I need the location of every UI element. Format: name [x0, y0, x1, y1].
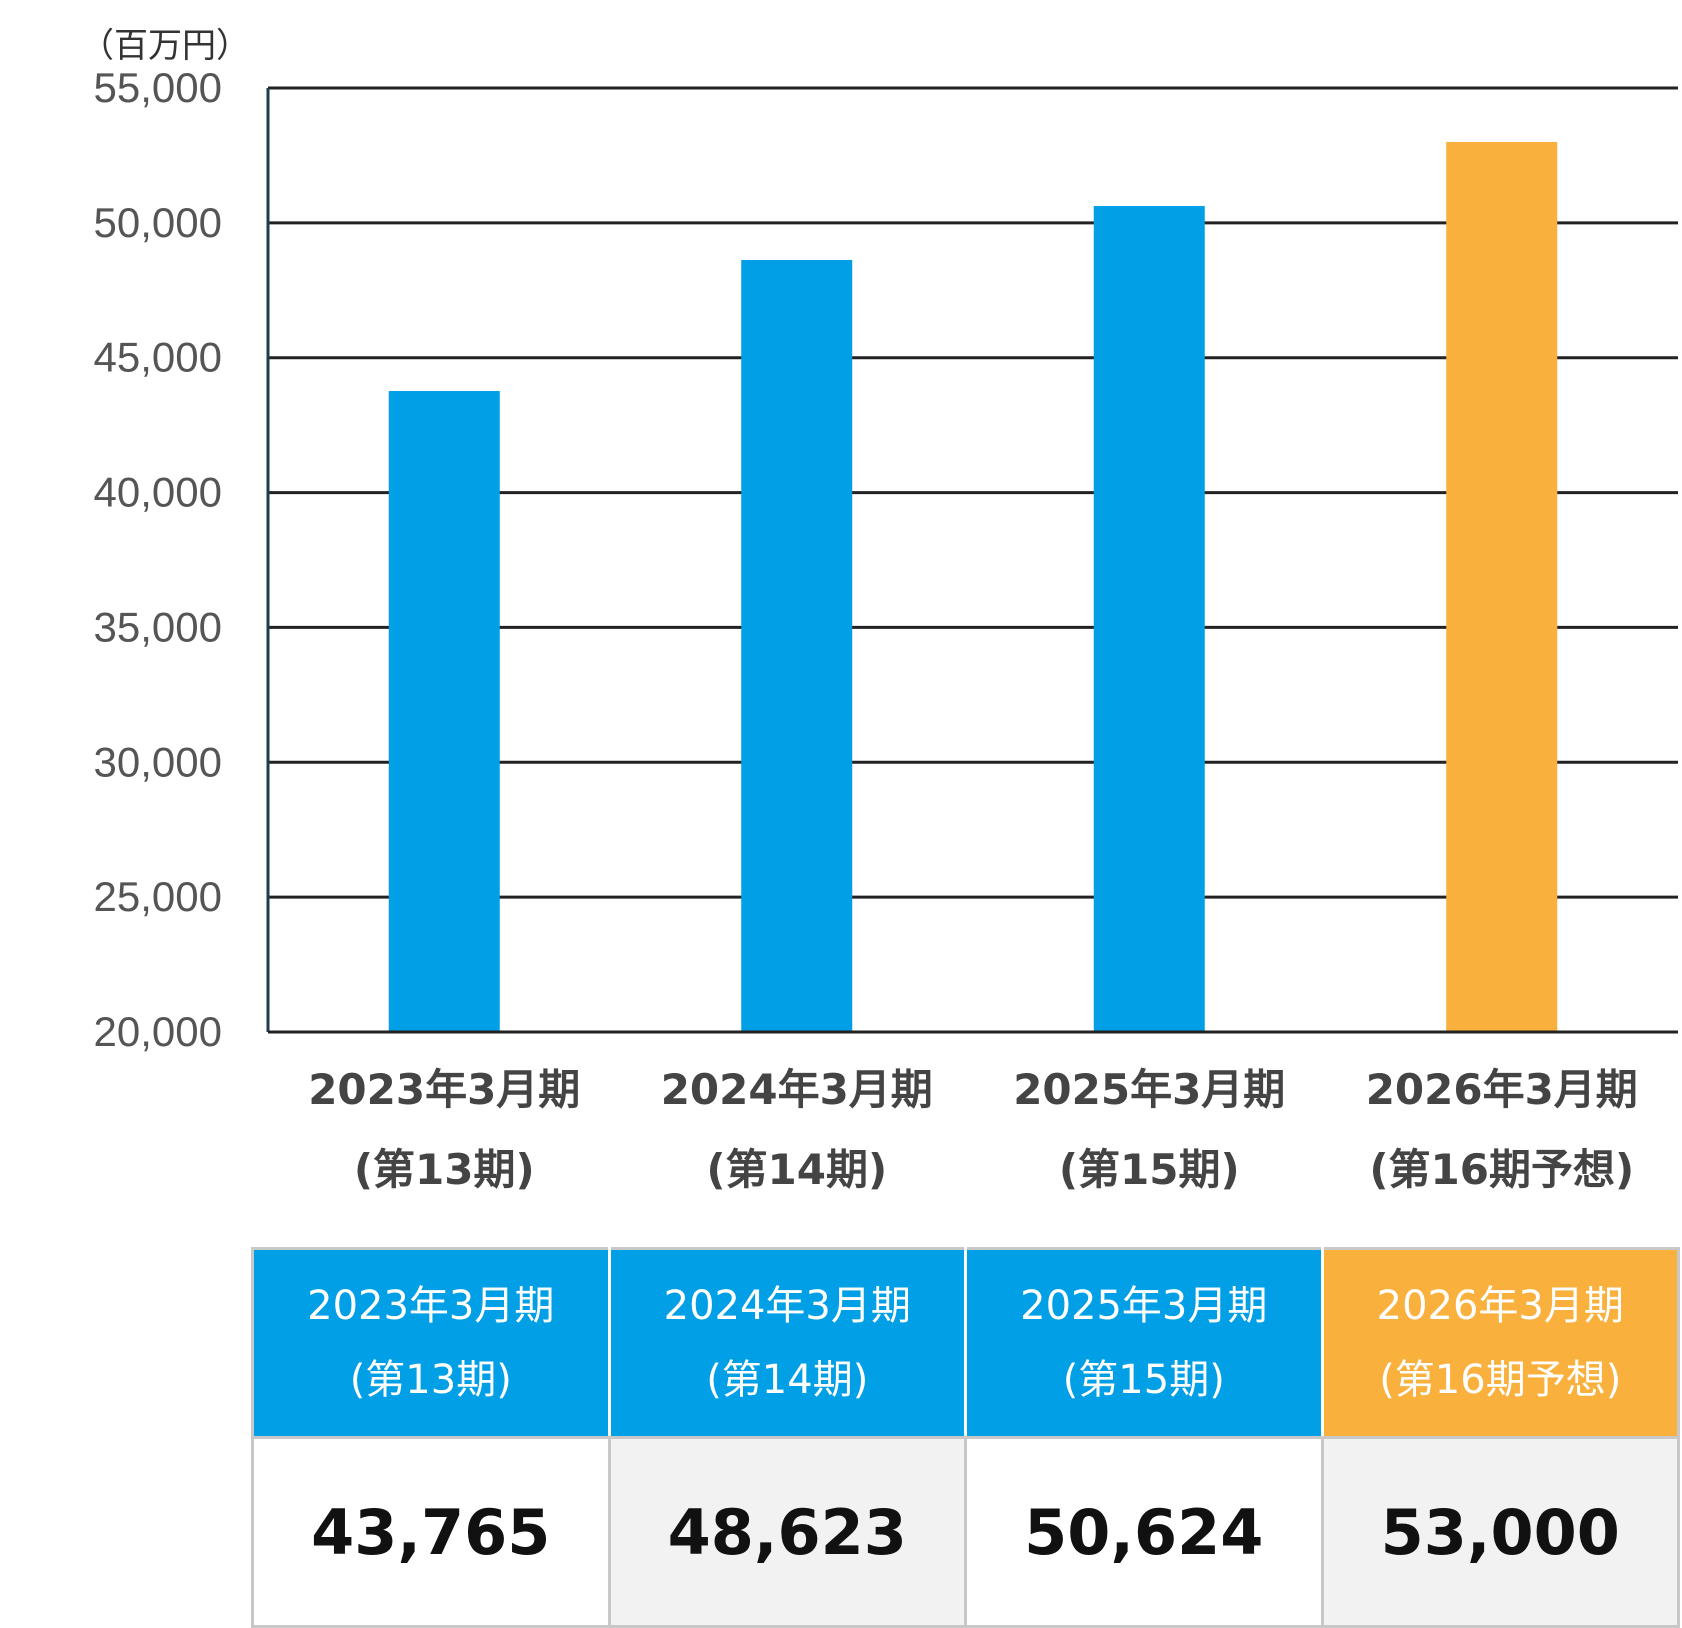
table-value-row: 43,765 48,623 50,624 53,000	[251, 1436, 1680, 1628]
unit-label: （百万円）	[80, 26, 250, 66]
x-category-label: (第13期)	[354, 1145, 535, 1194]
x-category-label: (第16期予想)	[1369, 1145, 1634, 1194]
table-header-2024: 2024年3月期 (第14期)	[607, 1247, 967, 1439]
table-value-2026: 53,000	[1320, 1436, 1680, 1628]
y-tick-label: 30,000	[94, 738, 222, 785]
x-category-label: (第15期)	[1059, 1145, 1240, 1194]
table-value-2025: 50,624	[964, 1436, 1324, 1628]
y-tick-label: 25,000	[94, 873, 222, 920]
summary-table: 2023年3月期 (第13期) 2024年3月期 (第14期) 2025年3月期 (第…	[251, 1247, 1680, 1628]
x-category-label: (第14期)	[706, 1145, 887, 1194]
table-header-row: 2023年3月期 (第13期) 2024年3月期 (第14期) 2025年3月期 (第…	[251, 1247, 1680, 1439]
x-category-label: 2024年3月期	[661, 1065, 933, 1114]
table-value-2023: 43,765	[251, 1436, 611, 1628]
y-tick-label: 55,000	[94, 64, 222, 111]
y-tick-label: 50,000	[94, 199, 222, 246]
y-tick-label: 45,000	[94, 334, 222, 381]
table-header-2023: 2023年3月期 (第13期)	[251, 1247, 611, 1439]
x-category-label: 2023年3月期	[308, 1065, 580, 1114]
bar	[1093, 206, 1205, 1032]
y-tick-label: 40,000	[94, 469, 222, 516]
y-tick-label: 35,000	[94, 603, 222, 650]
bar	[1446, 141, 1558, 1032]
revenue-bar-chart: 20,000 25,000 30,000 35,000 40,000 45,000 50,0…	[94, 64, 1678, 1194]
y-tick-label: 20,000	[94, 1008, 222, 1055]
bar	[741, 259, 853, 1032]
table-header-2025: 2025年3月期 (第15期)	[964, 1247, 1324, 1439]
table-value-2024: 48,623	[607, 1436, 967, 1628]
x-category-label: 2026年3月期	[1366, 1065, 1638, 1114]
table-header-2026: 2026年3月期 (第16期予想)	[1320, 1247, 1680, 1439]
x-category-label: 2025年3月期	[1013, 1065, 1285, 1114]
bar	[388, 391, 500, 1032]
